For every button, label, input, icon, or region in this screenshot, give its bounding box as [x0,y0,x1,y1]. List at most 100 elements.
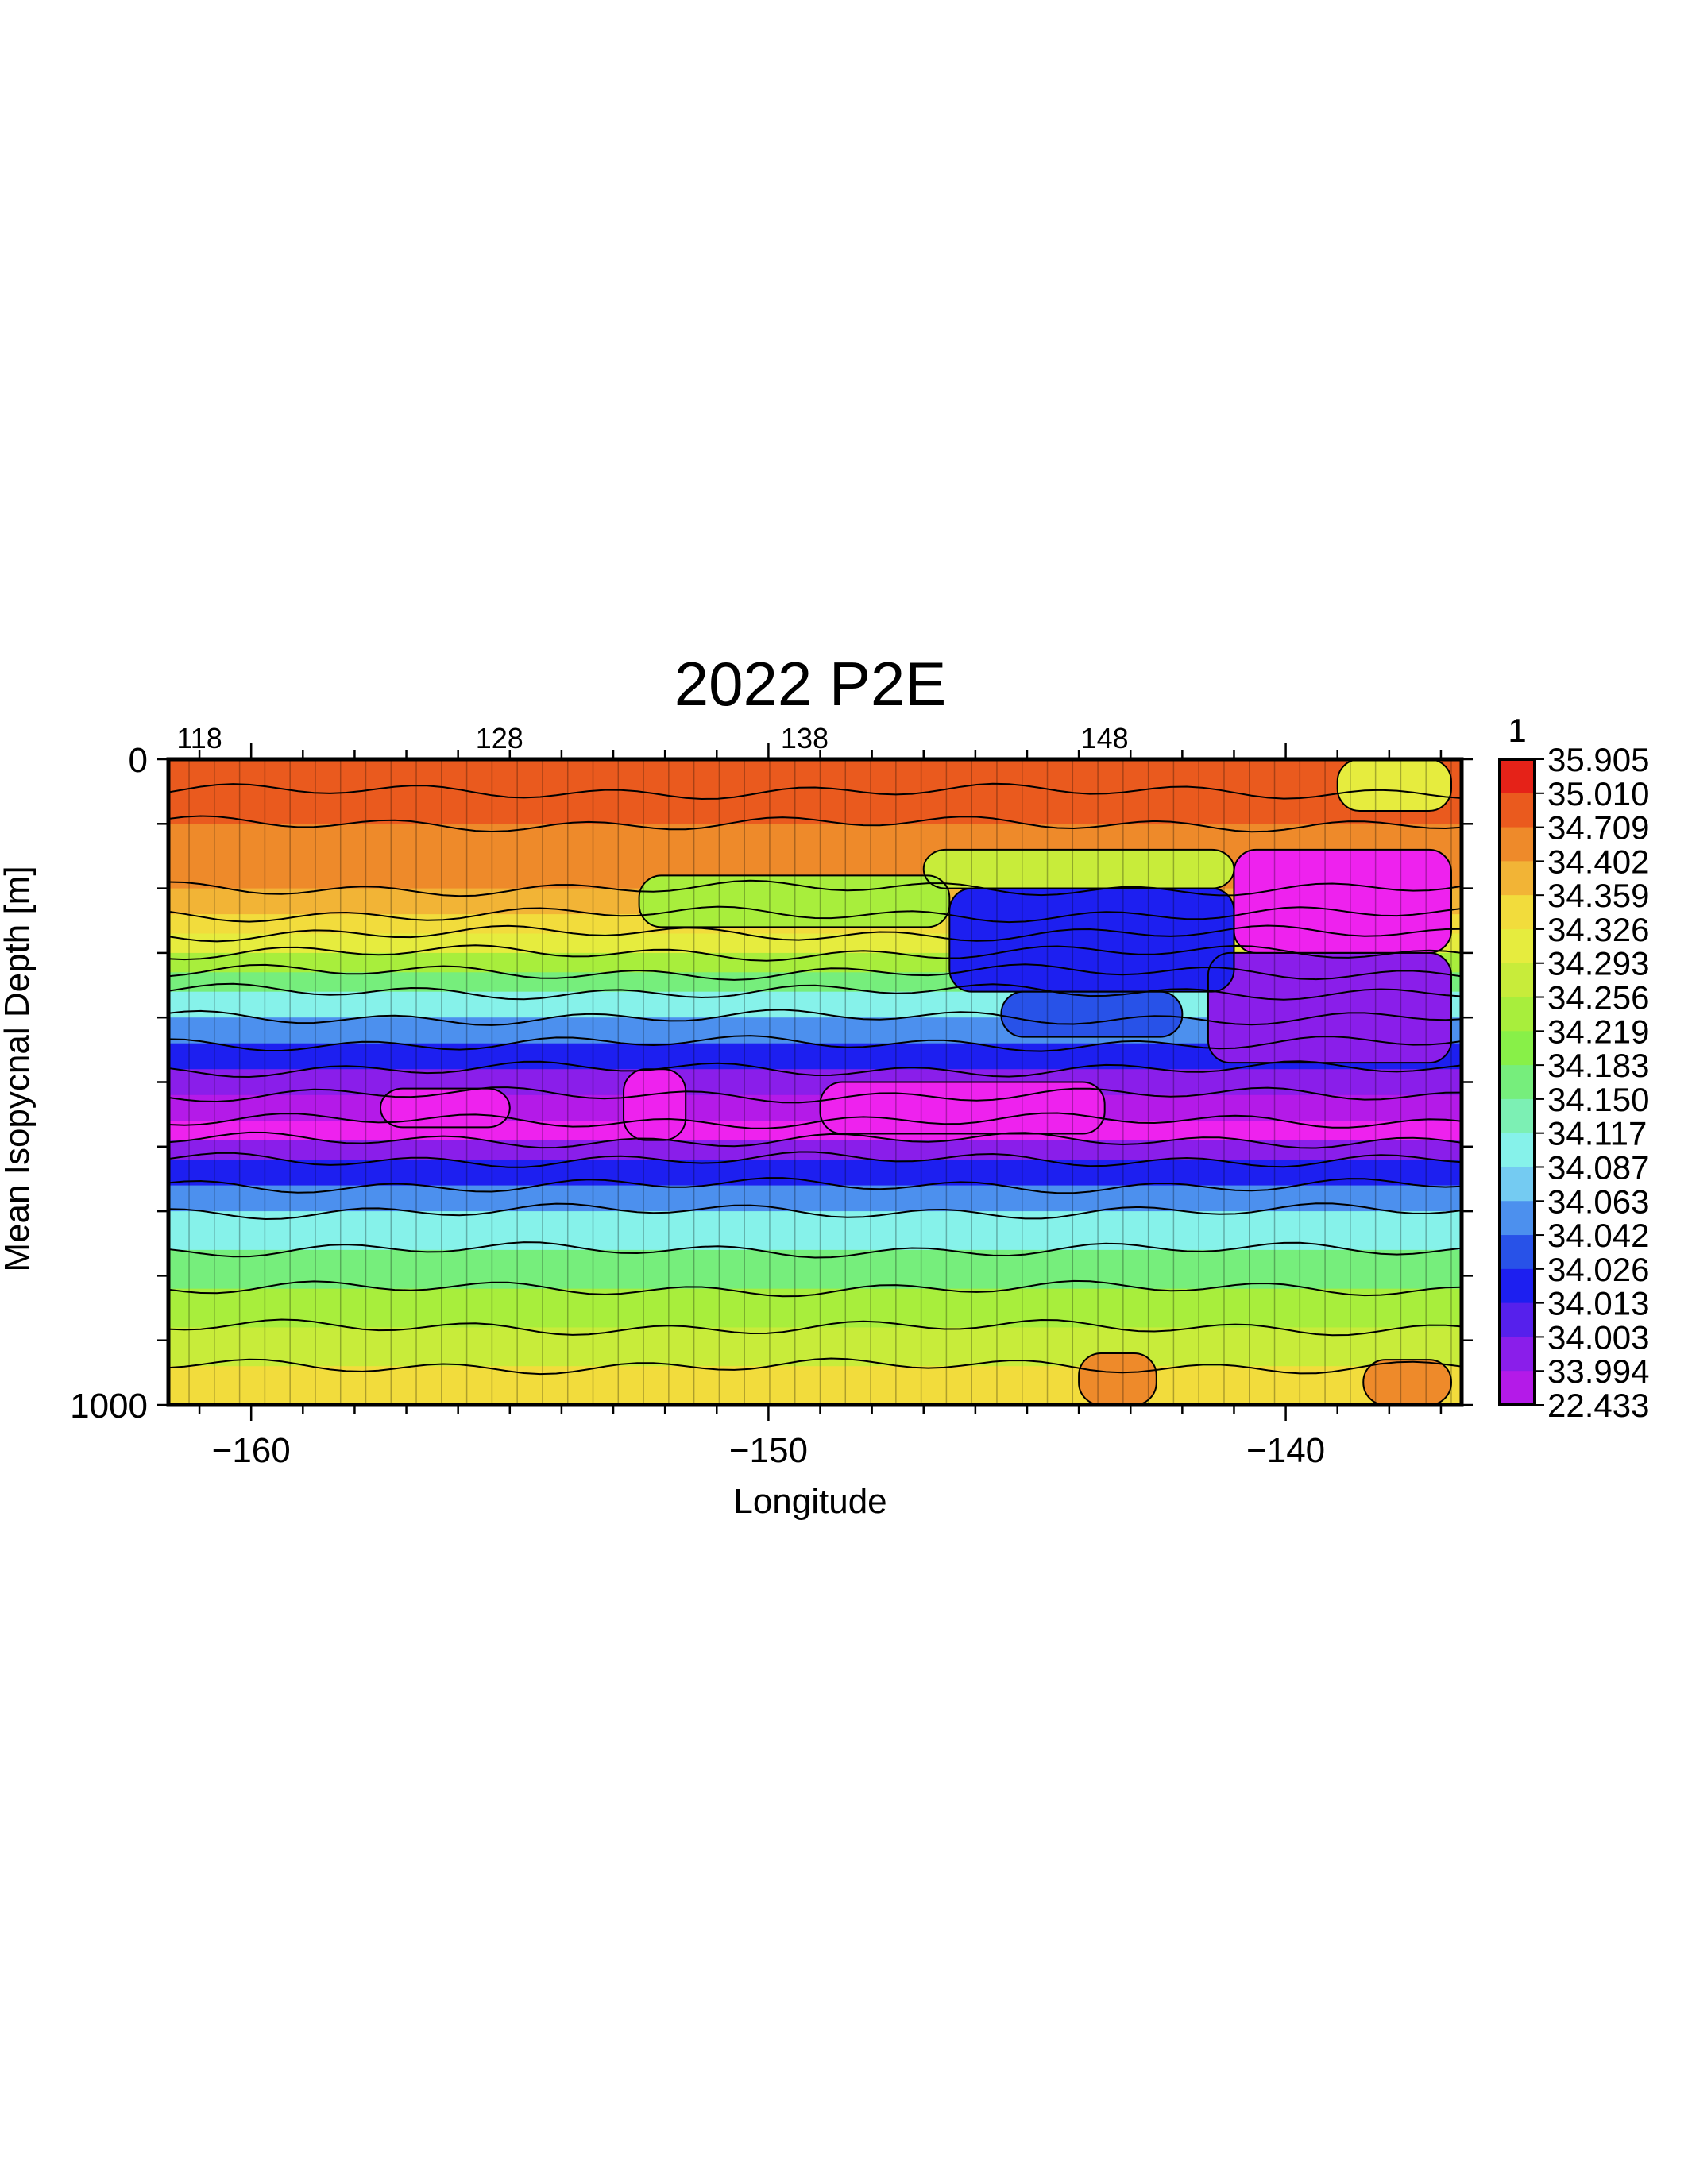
colorbar-label: 34.402 [1547,843,1649,880]
salinity-feature [639,875,950,928]
colorbar-label: 34.256 [1547,979,1649,1017]
contour-line [168,815,1462,833]
colorbar-label: 34.709 [1547,809,1649,847]
colorbar-swatch [1500,1167,1535,1202]
salinity-band [168,1366,1462,1405]
x-axis-label: Longitude [733,1482,886,1521]
colorbar-swatch [1500,861,1535,896]
salinity-feature [1363,1360,1451,1405]
salinity-feature [1234,849,1451,953]
contour-line [168,924,1462,943]
colorbar-swatch [1500,1337,1535,1372]
y-tick-label: 0 [129,741,148,780]
station-tick-label: 128 [476,722,523,754]
colorbar-swatch [1500,997,1535,1032]
station-axis: 118 128 138 148 [176,722,1128,754]
colorbar-swatch [1500,895,1535,930]
contour-line [168,1035,1462,1052]
colorbar-swatches [1500,759,1535,1406]
salinity-feature [624,1069,686,1140]
salinity-feature [1079,1352,1157,1405]
contour-line [168,782,1462,801]
y-axis-label: Mean Isopycnal Depth [m] [0,866,37,1271]
colorbar-swatch [1500,1302,1535,1338]
station-lines [188,759,1452,1405]
colorbar-swatch [1500,793,1535,828]
contour-line [168,1279,1462,1298]
colorbar-label: 22.433 [1547,1387,1649,1424]
contour-line [168,1151,1462,1168]
feature-contour [379,1087,511,1129]
x-axis: −160 −150 −140 [198,743,1443,1470]
y-tick-label: 1000 [70,1387,148,1426]
contour-line [168,1060,1462,1078]
contour-line [168,1009,1462,1026]
colorbar-frame [1498,758,1536,1406]
salinity-band [168,791,1462,824]
salinity-feature [1207,952,1451,1063]
colorbar-label: 34.219 [1547,1013,1649,1050]
colorbar-label: 35.905 [1547,741,1649,778]
contour-line [168,963,1462,981]
plot-area [166,757,1464,1407]
feature-contour [819,1081,1106,1135]
salinity-band [168,759,1462,793]
contour-line [168,1357,1462,1376]
contour-line [168,1112,1462,1129]
colorbar-label: 35.010 [1547,775,1649,812]
feature-contour [638,874,951,928]
salinity-feature [949,888,1234,992]
colorbar-label: 34.326 [1547,911,1649,948]
colorbar-label: 34.026 [1547,1251,1649,1288]
salinity-feature [820,1082,1105,1134]
salinity-feature [923,849,1234,889]
colorbar-label: 34.359 [1547,877,1649,914]
salinity-band [168,1121,1462,1141]
station-tick-label: 138 [781,722,829,754]
colorbar-label: 34.117 [1547,1115,1647,1152]
colorbar-swatch [1500,1235,1535,1270]
colorbar-label: 34.003 [1547,1318,1649,1356]
salinity-feature [380,1088,510,1128]
colorbar-swatch [1500,1065,1535,1100]
contour-line [168,944,1462,962]
colorbar-swatch [1500,759,1535,794]
colorbar-label: 34.293 [1547,945,1649,982]
colorbar: 35.90535.01034.70934.40234.35934.32634.2… [1498,712,1649,1424]
colorbar-swatch [1500,963,1535,998]
colorbar-label: 33.994 [1547,1352,1649,1390]
contour-line [168,1241,1462,1259]
contour-line [168,982,1462,1001]
contour-lines [168,759,1462,1405]
x-tick-label: −140 [1246,1431,1325,1470]
colorbar-swatch [1500,1031,1535,1066]
contour-line [168,879,1462,897]
colorbar-label: 34.063 [1547,1183,1649,1220]
colorbar-swatch [1500,928,1535,964]
contour-line [168,1318,1462,1337]
salinity-band [168,1327,1462,1367]
colorbar-label: 34.183 [1547,1047,1649,1084]
contour-line [168,905,1462,924]
station-tick-label: 118 [176,722,222,754]
salinity-feature [1001,991,1183,1037]
salinity-band [168,1211,1462,1251]
feature-contour [1336,759,1452,812]
colorbar-swatch [1500,1371,1535,1406]
x-tick-label: −150 [729,1431,808,1470]
feature-contour [922,848,1235,889]
colorbar-swatch [1500,1268,1535,1304]
x-tick-label: −160 [212,1431,291,1470]
salinity-fill [168,759,1462,1405]
colorbar-label: 34.087 [1547,1148,1649,1186]
salinity-band [168,1140,1462,1160]
colorbar-swatch [1500,1133,1535,1168]
colorbar-label: 34.150 [1547,1081,1649,1118]
salinity-feature [1337,759,1451,812]
salinity-band [168,1249,1462,1290]
colorbar-swatch [1500,827,1535,862]
feature-contour [1000,990,1184,1038]
contour-line [168,1086,1462,1104]
colorbar-swatch [1500,1098,1535,1134]
